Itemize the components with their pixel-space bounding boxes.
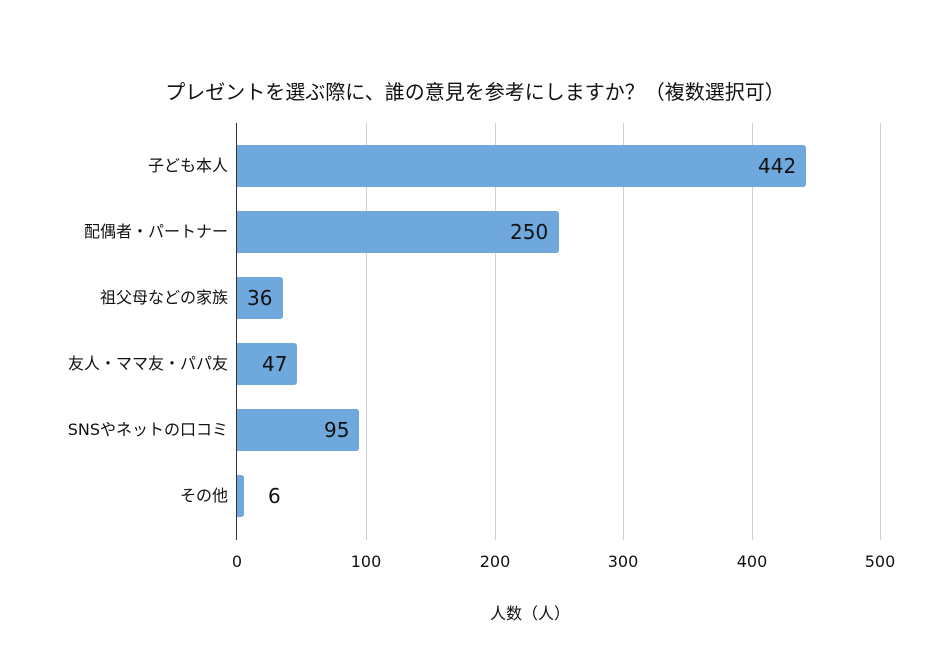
value-label: 95 [324,418,350,442]
bar [237,409,359,451]
bar [237,343,297,385]
category-label: 友人・ママ友・パパ友 [67,354,228,373]
x-tick: 500 [864,552,896,571]
value-label: 442 [758,154,797,178]
category-label: その他 [179,486,228,505]
x-tick: 100 [350,552,382,571]
bar [237,475,244,517]
gridline-500 [880,123,881,540]
gridline-100 [366,123,367,540]
gridline-400 [752,123,753,540]
chart-title: プレゼントを選ぶ際に、誰の意見を参考にしますか？（複数選択可） [165,80,785,104]
x-tick: 0 [231,552,243,571]
category-label: 祖父母などの家族 [99,288,228,307]
x-tick: 400 [736,552,768,571]
value-label: 47 [262,352,288,376]
category-label: 子ども本人 [147,156,228,175]
plot-area [237,123,881,540]
gridline-300 [623,123,624,540]
bar [237,145,806,187]
category-label: SNSやネットの口コミ [67,420,228,439]
gridline-200 [495,123,496,540]
x-axis-title: 人数（人） [489,604,570,623]
value-label: 250 [510,220,549,244]
value-label: 6 [268,484,281,508]
bar [237,277,283,319]
x-tick: 300 [607,552,639,571]
value-label: 36 [247,286,273,310]
x-tick: 200 [479,552,511,571]
bar [237,211,559,253]
y-axis-line [236,123,237,540]
category-label: 配偶者・パートナー [83,222,228,241]
